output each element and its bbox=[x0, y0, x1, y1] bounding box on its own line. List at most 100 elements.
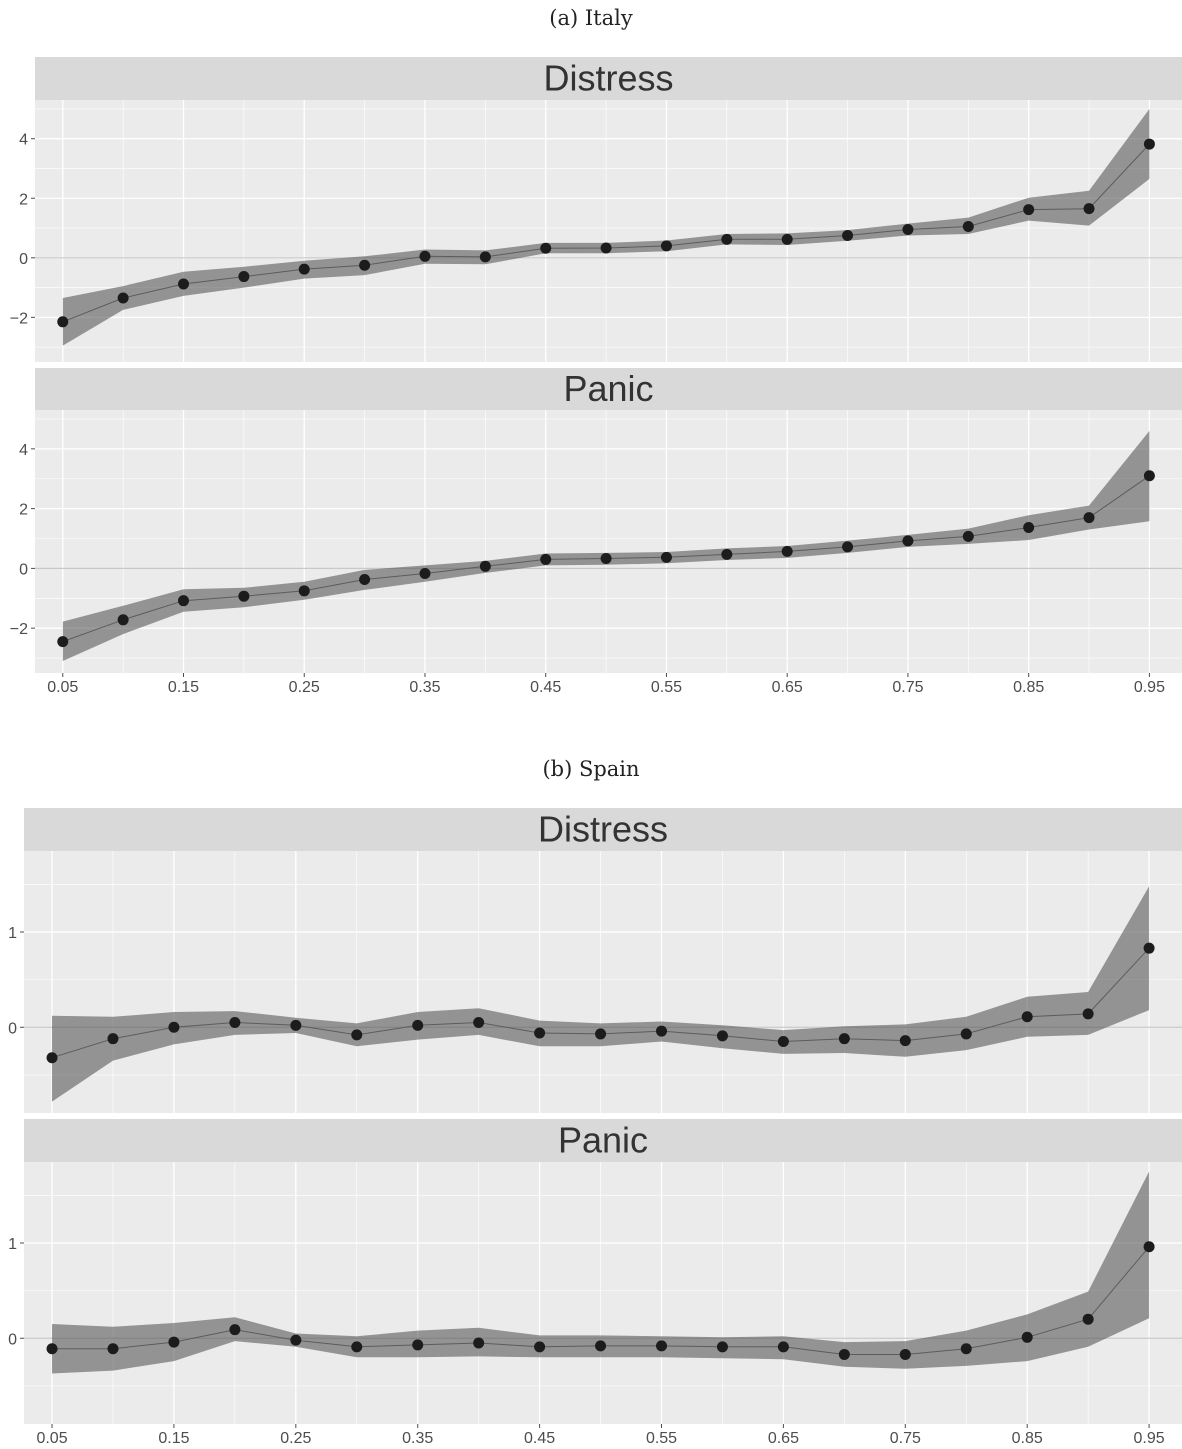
x-tick-label: 0.85 bbox=[1012, 1430, 1043, 1447]
data-point bbox=[107, 1033, 119, 1045]
panel-distress: Distress −2 0 2 4 bbox=[10, 57, 1182, 362]
x-tick-label: 0.55 bbox=[646, 1430, 677, 1447]
y-tick-label: 2 bbox=[19, 502, 28, 519]
data-point bbox=[534, 1341, 546, 1353]
y-tick-label: 2 bbox=[19, 191, 28, 208]
data-point bbox=[168, 1336, 180, 1348]
data-point bbox=[781, 545, 793, 557]
panel-distress: Distress 0 1 bbox=[8, 808, 1182, 1113]
data-point bbox=[716, 1341, 728, 1353]
data-point bbox=[351, 1029, 363, 1041]
x-tick-label: 0.65 bbox=[768, 1430, 799, 1447]
data-point bbox=[1082, 1313, 1094, 1325]
data-point bbox=[1083, 512, 1095, 524]
data-point bbox=[777, 1341, 789, 1353]
y-tick-label: −2 bbox=[10, 621, 28, 638]
data-point bbox=[479, 251, 491, 263]
data-point bbox=[1143, 942, 1155, 954]
y-tick-label: 4 bbox=[19, 442, 28, 459]
panel-panic: Panic 0 1 bbox=[8, 1119, 1182, 1424]
data-point bbox=[962, 530, 974, 542]
x-tick-label: 0.25 bbox=[280, 1430, 311, 1447]
x-tick-label: 0.05 bbox=[47, 679, 78, 696]
data-point bbox=[721, 233, 733, 245]
y-tick-label: 0 bbox=[8, 1331, 17, 1348]
data-point bbox=[473, 1337, 485, 1349]
data-point bbox=[716, 1030, 728, 1042]
data-point bbox=[1023, 521, 1035, 533]
data-point bbox=[902, 535, 914, 547]
facet-strip-label: Distress bbox=[543, 58, 673, 99]
data-point bbox=[1021, 1331, 1033, 1343]
confidence-band bbox=[62, 108, 1150, 346]
data-point bbox=[46, 1343, 58, 1355]
x-tick-label: 0.45 bbox=[530, 679, 561, 696]
facet-strip-label: Panic bbox=[558, 1120, 648, 1161]
data-point bbox=[229, 1324, 241, 1336]
data-point bbox=[660, 240, 672, 252]
data-point bbox=[902, 224, 914, 236]
data-point bbox=[298, 585, 310, 597]
facet-strip bbox=[35, 368, 1182, 410]
data-point bbox=[107, 1343, 119, 1355]
data-point bbox=[1143, 1241, 1155, 1253]
confidence-band bbox=[52, 1171, 1150, 1374]
data-point bbox=[1023, 204, 1035, 216]
data-point bbox=[117, 292, 129, 304]
facet-strip bbox=[24, 1119, 1182, 1162]
confidence-band bbox=[52, 886, 1150, 1102]
data-point bbox=[57, 316, 69, 328]
data-point bbox=[656, 1025, 668, 1037]
x-tick-label: 0.75 bbox=[892, 679, 923, 696]
data-point bbox=[57, 636, 69, 648]
y-tick-label: 0 bbox=[19, 561, 28, 578]
x-tick-label: 0.15 bbox=[168, 679, 199, 696]
data-point bbox=[238, 271, 250, 283]
y-tick-label: 4 bbox=[19, 132, 28, 149]
y-tick-label: 0 bbox=[8, 1020, 17, 1037]
y-tick-label: −2 bbox=[10, 310, 28, 327]
data-point bbox=[178, 595, 190, 607]
figure-italy: Distress −2 0 2 4 Panic −2 0 2 4 0.05 0.15 0.25 0.35 0… bbox=[10, 57, 1182, 696]
data-point bbox=[899, 1035, 911, 1047]
data-point bbox=[660, 551, 672, 563]
data-point bbox=[962, 221, 974, 233]
caption-italy: (a) Italy bbox=[549, 6, 633, 30]
x-tick-label: 0.25 bbox=[289, 679, 320, 696]
data-point bbox=[842, 541, 854, 553]
data-point bbox=[721, 548, 733, 560]
data-point bbox=[595, 1340, 607, 1352]
y-tick-label: 1 bbox=[8, 925, 17, 942]
data-point bbox=[473, 1016, 485, 1028]
data-point bbox=[600, 242, 612, 254]
data-point bbox=[359, 573, 371, 585]
data-point bbox=[168, 1021, 180, 1033]
data-point bbox=[1083, 203, 1095, 215]
data-point bbox=[1143, 138, 1155, 150]
x-tick-label: 0.75 bbox=[890, 1430, 921, 1447]
x-tick-label: 0.85 bbox=[1013, 679, 1044, 696]
panel-panic: Panic −2 0 2 4 bbox=[10, 368, 1182, 673]
panel-background bbox=[24, 851, 1182, 1113]
data-point bbox=[419, 567, 431, 579]
facet-strip-label: Distress bbox=[538, 809, 668, 850]
data-point bbox=[178, 278, 190, 290]
data-point bbox=[117, 614, 129, 626]
x-tick-label: 0.45 bbox=[524, 1430, 555, 1447]
x-tick-label: 0.55 bbox=[651, 679, 682, 696]
data-point bbox=[46, 1052, 58, 1064]
y-tick-label: 1 bbox=[8, 1236, 17, 1253]
data-point bbox=[412, 1019, 424, 1031]
data-point bbox=[540, 242, 552, 254]
data-point bbox=[534, 1027, 546, 1039]
data-point bbox=[899, 1348, 911, 1360]
x-tick-label: 0.65 bbox=[772, 679, 803, 696]
data-point bbox=[540, 553, 552, 565]
data-point bbox=[1082, 1008, 1094, 1020]
data-point bbox=[595, 1028, 607, 1040]
data-point bbox=[842, 229, 854, 241]
data-point bbox=[600, 553, 612, 565]
panel-background bbox=[24, 1162, 1182, 1424]
data-point bbox=[298, 263, 310, 275]
